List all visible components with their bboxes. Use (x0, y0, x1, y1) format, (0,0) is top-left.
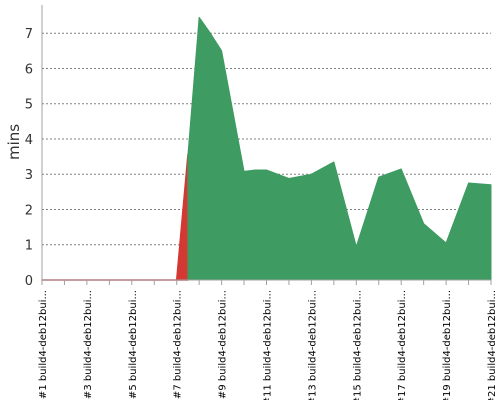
y-tick-label: 1 (25, 239, 33, 254)
x-tick-label: #17 build4-deb12bui... (397, 290, 408, 400)
x-tick-label: #19 build4-deb12bui... (442, 290, 453, 400)
y-tick-label: 0 (25, 274, 33, 289)
x-tick-label: #5 build4-deb12bui... (128, 290, 139, 399)
y-tick-label: 2 (25, 203, 33, 218)
y-tick-label: 7 (25, 27, 33, 42)
axis-layer: 0 1 2 3 4 5 6 7 #1 build4-deb12bui... #3 build4-d… (25, 5, 498, 400)
y-tick-label: 5 (25, 98, 33, 113)
x-tick-label: #13 build4-deb12bui... (307, 290, 318, 400)
x-tick-label: #3 build4-deb12bui... (83, 290, 94, 399)
failed-area (41, 154, 189, 281)
x-tick-label: #7 build4-deb12bui... (173, 290, 184, 399)
y-axis-label: mins (5, 124, 23, 160)
y-tick-label: 6 (25, 62, 33, 77)
x-tick-label: #11 build4-deb12bui... (263, 290, 274, 400)
y-tick-label: 3 (25, 168, 33, 183)
success-area (187, 16, 492, 281)
x-tick-label: #15 build4-deb12bui... (352, 290, 363, 400)
x-tick-label: #9 build4-deb12bui... (218, 290, 229, 399)
area-layer (41, 16, 492, 281)
x-tick-label: #21 build4-deb12bui... (487, 290, 498, 400)
x-tick-label: #1 build4-deb12bui... (38, 290, 49, 399)
y-tick-label: 4 (25, 133, 33, 148)
